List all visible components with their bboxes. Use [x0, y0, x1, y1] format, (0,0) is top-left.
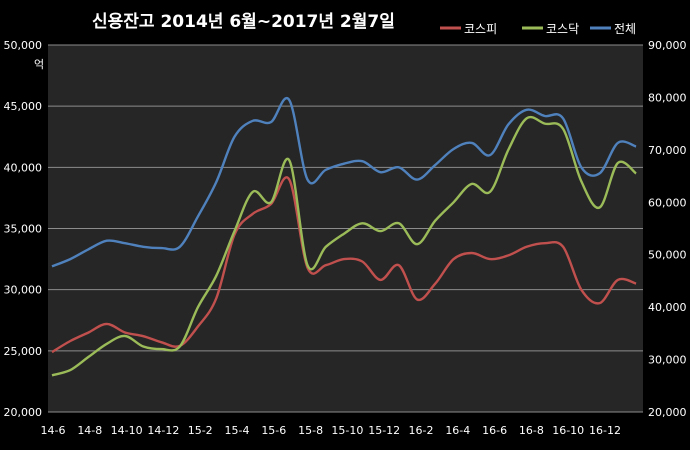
legend-label: 코스닥: [546, 22, 579, 36]
y-right-tick-label: 40,000: [648, 301, 687, 314]
legend: 코스피 코스닥 전체: [440, 22, 636, 36]
y-left-tick-label: 50,000: [4, 39, 43, 52]
x-tick-label: 15-10: [331, 424, 363, 437]
y-right-tick-label: 80,000: [648, 91, 687, 104]
y-left-tick-label: 35,000: [4, 223, 43, 236]
x-tick-label: 14-10: [111, 424, 143, 437]
x-tick-label: 14-6: [41, 424, 66, 437]
x-tick-label: 16-4: [445, 424, 470, 437]
y-left-tick-label: 45,000: [4, 100, 43, 113]
y-right-tick-label: 90,000: [648, 39, 687, 52]
y-left-tick-label: 25,000: [4, 345, 43, 358]
x-tick-label: 15-8: [298, 424, 323, 437]
y-right-tick-label: 60,000: [648, 196, 687, 209]
series-line-1: [51, 176, 637, 354]
x-tick-label: 16-10: [552, 424, 584, 437]
left-axis-unit: 억: [34, 58, 44, 71]
series-line-2: [51, 115, 637, 377]
x-tick-label: 16-6: [482, 424, 507, 437]
gridlines: [48, 44, 643, 413]
series-line-3: [51, 96, 637, 268]
x-tick-label: 16-2: [409, 424, 434, 437]
y-right-tick-label: 30,000: [648, 354, 687, 367]
x-tick-label: 15-2: [188, 424, 213, 437]
x-tick-label: 16-8: [519, 424, 544, 437]
y-axis-right: 20,000 30,000 40,000 50,000 60,000 70,000 80,0…: [648, 39, 687, 419]
y-left-tick-label: 20,000: [4, 406, 43, 419]
x-tick-label: 15-6: [261, 424, 286, 437]
x-tick-label: 15-12: [368, 424, 400, 437]
y-right-tick-label: 20,000: [648, 406, 687, 419]
series-lines: [51, 96, 637, 377]
x-axis: 14-6 14-8 14-10 14-12 15-2 15-4 15-6 15-8 15-10 1…: [41, 424, 621, 437]
legend-label: 전체: [614, 22, 636, 36]
y-left-tick-label: 40,000: [4, 161, 43, 174]
y-left-tick-label: 30,000: [4, 284, 43, 297]
x-tick-label: 14-12: [147, 424, 179, 437]
y-axis-left: 20,000 25,000 30,000 35,000 40,000 45,000 50,0…: [4, 39, 43, 419]
y-right-tick-label: 50,000: [648, 249, 687, 262]
chart-title: 신용잔고 2014년 6월~2017년 2월7일: [92, 12, 395, 32]
x-tick-label: 15-4: [225, 424, 250, 437]
y-right-tick-label: 70,000: [648, 144, 687, 157]
x-tick-label: 14-8: [77, 424, 102, 437]
x-tick-label: 16-12: [589, 424, 621, 437]
legend-label: 코스피: [464, 22, 497, 36]
